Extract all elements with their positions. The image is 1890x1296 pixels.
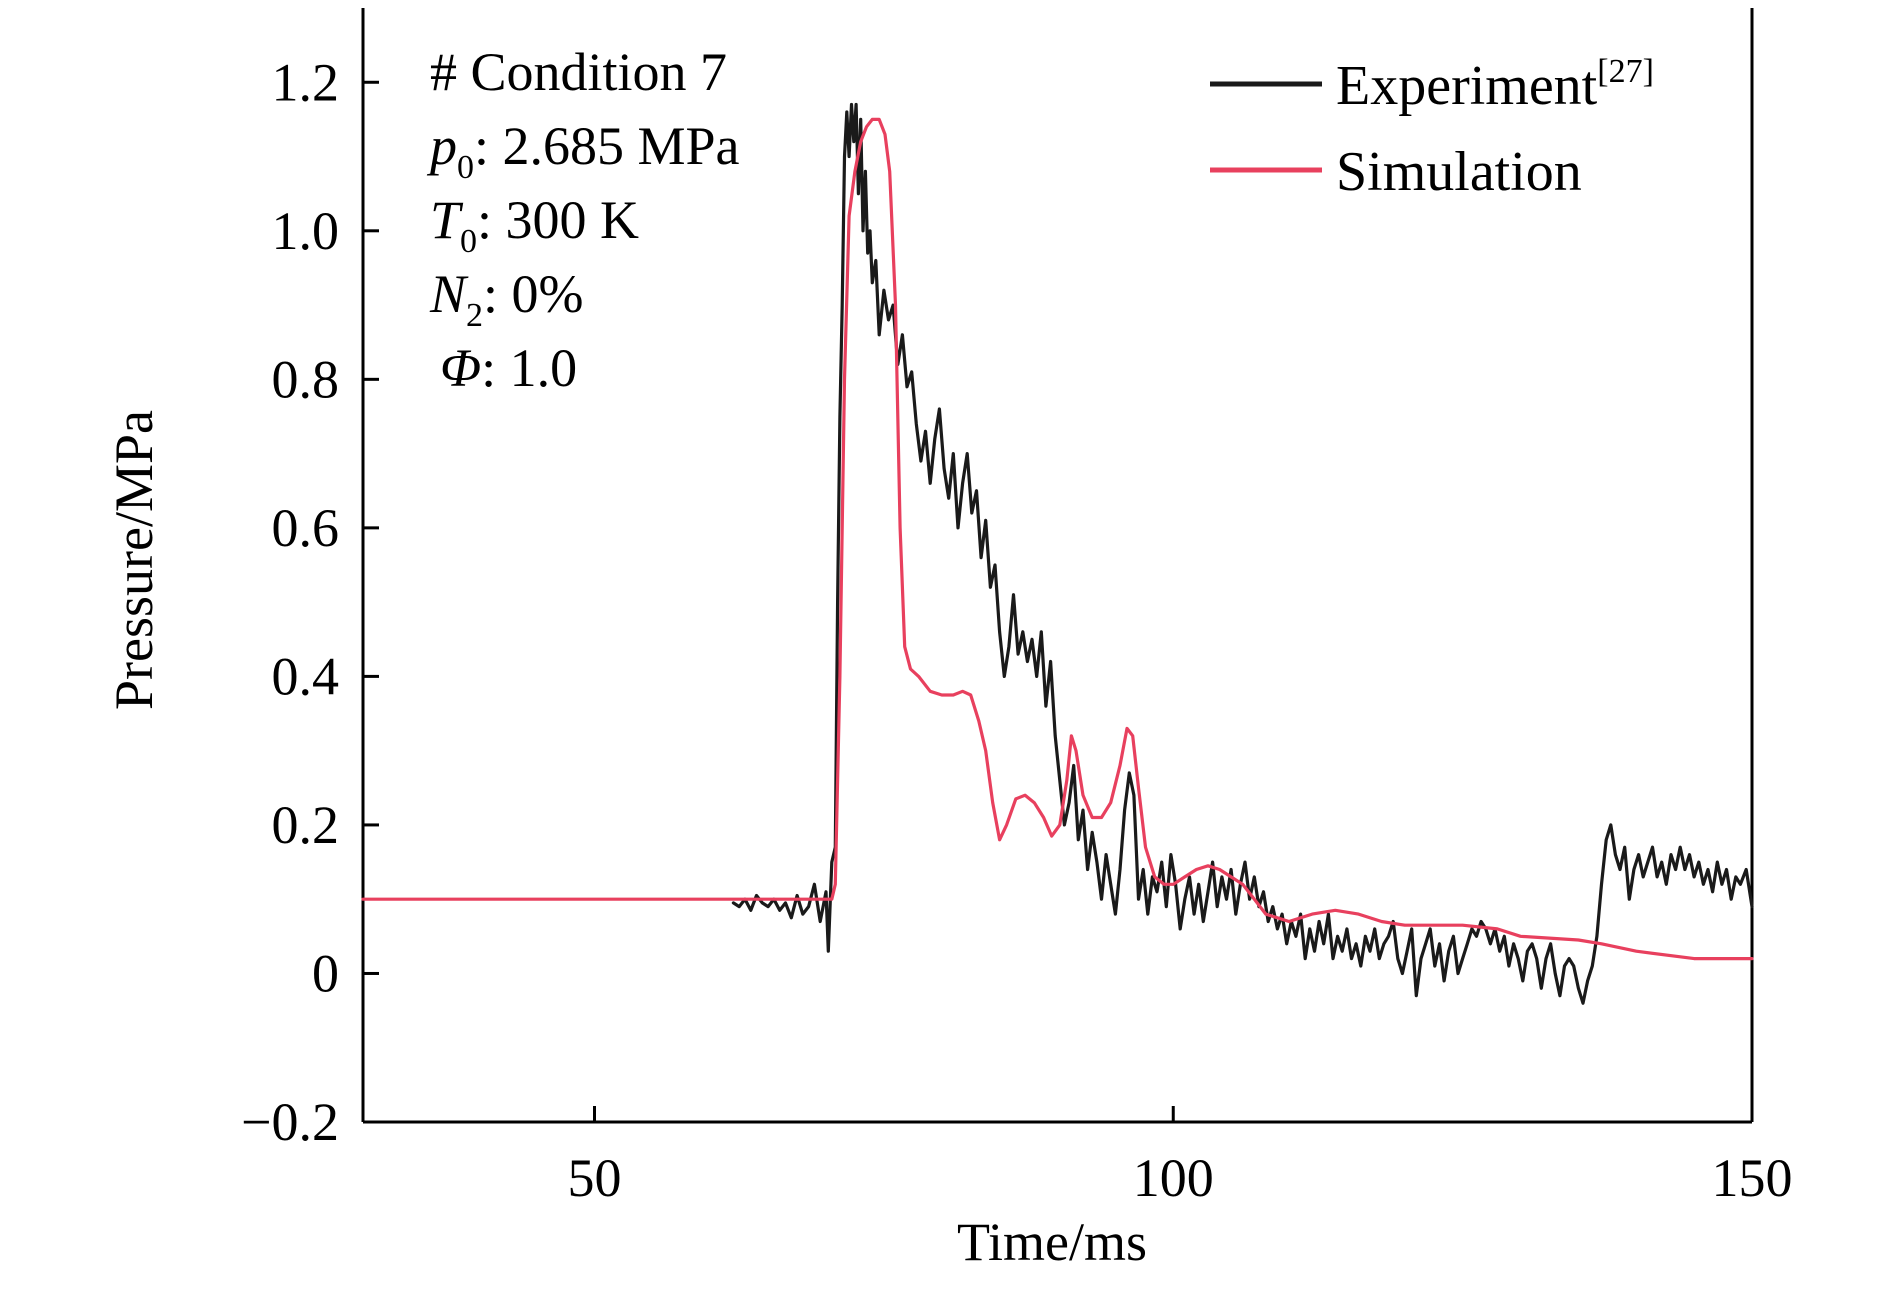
legend-experiment-name: Experiment xyxy=(1336,55,1598,117)
y-tick-label: 0.8 xyxy=(272,349,340,409)
legend-simulation-label: Simulation xyxy=(1336,141,1582,203)
y-tick-label: 0.6 xyxy=(272,498,340,558)
legend: Experiment[27] Simulation xyxy=(1210,53,1654,203)
x-tick-label: 150 xyxy=(1712,1148,1793,1208)
x-axis-title: Time/ms xyxy=(957,1212,1147,1272)
y-tick-label: 1.2 xyxy=(272,52,340,112)
y-tick-label: −0.2 xyxy=(241,1092,339,1152)
y-tick-label: 0.2 xyxy=(272,795,340,855)
series-line-simulation xyxy=(361,117,1754,961)
legend-experiment-label: Experiment[27] xyxy=(1336,53,1654,117)
y-axis-ticks: −0.2 0 0.2 0.4 0.6 0.8 1.0 1.2 xyxy=(241,52,379,1152)
annotation-line: # Condition 7 xyxy=(430,42,727,102)
series-line-experiment xyxy=(731,102,1754,1005)
annotation-line: p0: 2.685 MPa xyxy=(426,116,740,186)
x-axis-ticks: 50 100 150 xyxy=(568,1106,1793,1208)
y-tick-label: 0 xyxy=(312,943,339,1003)
y-tick-label: 1.0 xyxy=(272,201,340,261)
series-layer xyxy=(361,102,1754,1005)
legend-experiment-citation: [27] xyxy=(1597,53,1654,90)
annotation-line: Φ: 1.0 xyxy=(440,338,577,398)
x-tick-label: 100 xyxy=(1133,1148,1214,1208)
y-tick-label: 0.4 xyxy=(272,646,340,706)
y-axis-title: Pressure/MPa xyxy=(104,410,164,710)
x-tick-label: 50 xyxy=(568,1148,622,1208)
annotation-line: N2: 0% xyxy=(429,264,584,334)
annotation-line: T0: 300 K xyxy=(430,190,639,260)
